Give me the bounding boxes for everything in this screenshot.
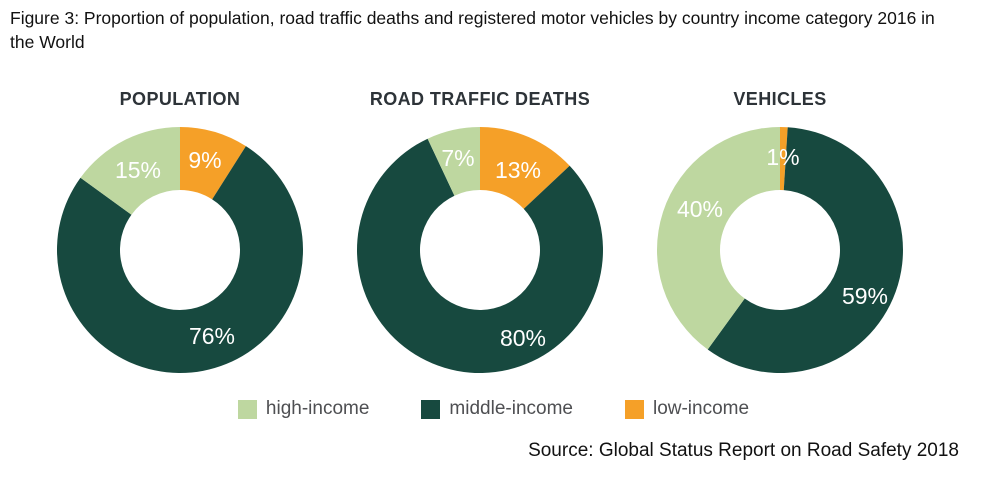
chart-title-population: POPULATION [119,89,241,109]
slice-label-high-income: 15% [115,157,161,183]
slice-label-middle-income: 76% [189,323,235,349]
slice-label-high-income: 40% [677,196,723,222]
legend-label-high-income: high-income [265,398,370,419]
chart-title-vehicles: VEHICLES [733,89,827,109]
slice-low-income [480,127,570,209]
legend-swatch-low-income [624,399,644,419]
slice-high-income [80,127,180,215]
legend-label-middle-income: middle-income [449,398,573,419]
slice-low-income [180,127,246,200]
population-donut-chart: 9% 76% 15% [56,127,303,373]
figure-title: Figure 3: Proportion of population, road… [10,8,935,52]
slice-label-high-income: 7% [441,145,474,171]
slice-middle-income [707,127,903,373]
slice-label-low-income: 1% [766,144,799,170]
slice-label-middle-income: 59% [842,283,888,309]
chart-block-population: POPULATION 9% 76% 15% [30,88,330,377]
chart-title-road-traffic-deaths: ROAD TRAFFIC DEATHS [369,89,591,109]
chart-block-road-traffic-deaths: ROAD TRAFFIC DEATHS 13% 80% 7% [330,88,630,377]
legend-item-middle-income: middle-income [421,398,573,420]
slice-high-income [656,127,780,350]
road-traffic-deaths-donut-chart: 13% 80% 7% [357,127,604,374]
legend-item-low-income: low-income [624,398,750,420]
slice-high-income [427,127,480,196]
legend-swatch-high-income [237,399,257,419]
vehicles-donut-chart: 1% 59% 40% [656,127,903,373]
slice-label-low-income: 13% [495,157,541,183]
legend-item-high-income: high-income [237,398,370,420]
slice-label-middle-income: 80% [500,325,546,351]
slice-middle-income [56,146,303,373]
charts-row: POPULATION 9% 76% 15% ROAD TRAFFIC DEATHS … [30,88,930,377]
legend-swatch-middle-income [421,399,441,419]
source-caption: Source: Global Status Report on Road Saf… [528,440,959,461]
slice-low-income [780,127,788,191]
slice-label-low-income: 9% [188,147,221,173]
slice-middle-income [357,138,604,374]
legend-label-low-income: low-income [652,398,750,419]
chart-block-vehicles: VEHICLES 1% 59% 40% [630,88,930,377]
legend: high-income middle-income low-income [0,398,987,420]
